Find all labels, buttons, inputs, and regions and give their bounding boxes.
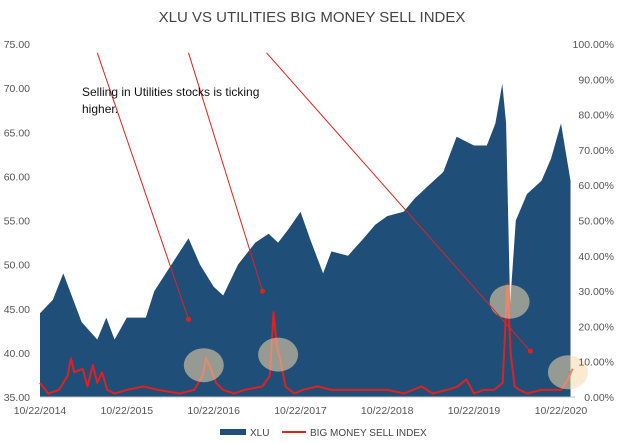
- x-tick-label: 10/22/2015: [101, 405, 154, 417]
- sell-index-line-layer: [39, 283, 574, 395]
- right-tick-label: 100.00%: [573, 39, 614, 51]
- highlight-circle-2: [258, 337, 299, 372]
- left-tick-label: 40.00: [4, 348, 30, 360]
- x-tick-label: 10/22/2018: [361, 405, 414, 417]
- annotation-line: Selling in Utilities stocks is ticking: [82, 85, 259, 99]
- right-tick-label: 60.00%: [578, 180, 614, 192]
- right-tick-label: 90.00%: [578, 74, 614, 86]
- legend-swatch-xlu: [220, 429, 246, 435]
- highlight-circle-1: [183, 348, 224, 383]
- right-tick-label: 10.00%: [578, 357, 614, 369]
- arrow-line-3: [266, 52, 531, 352]
- left-axis: 35.00 40.00 45.00 50.00 55.00 60.00 65.00 70.00…: [4, 39, 30, 404]
- right-tick-label: 80.00%: [578, 110, 614, 122]
- x-tick-label: 10/22/2017: [274, 405, 327, 417]
- left-tick-label: 50.00: [4, 260, 30, 272]
- arrow-head-1: [186, 316, 191, 322]
- highlight-circle-3: [489, 284, 530, 319]
- x-tick-label: 10/22/2016: [187, 405, 240, 417]
- x-tick-label: 10/22/2014: [14, 405, 67, 417]
- x-axis: 10/22/2014 10/22/2015 10/22/2016 10/22/2017…: [14, 396, 588, 417]
- left-tick-label: 55.00: [4, 216, 30, 228]
- highlight-circle-4: [547, 355, 588, 390]
- arrow-line-2: [188, 52, 263, 292]
- arrow-layer: [96, 52, 533, 354]
- right-tick-label: 0.00%: [584, 392, 614, 404]
- left-tick-label: 65.00: [4, 127, 30, 139]
- right-tick-label: 50.00%: [578, 216, 614, 228]
- arrow-head-3: [527, 348, 533, 354]
- arrow-line-1: [96, 52, 189, 320]
- left-tick-label: 45.00: [4, 304, 30, 316]
- arrow-head-2: [260, 288, 265, 294]
- chart-title: XLU VS UTILITIES BIG MONEY SELL INDEX: [159, 9, 466, 26]
- xlu-area: [40, 83, 571, 397]
- highlight-layer: [183, 284, 588, 390]
- annotation-line: higher.: [82, 102, 118, 116]
- left-tick-label: 35.00: [4, 392, 30, 404]
- xlu-area-layer: [40, 83, 571, 397]
- legend: XLU BIG MONEY SELL INDEX: [220, 428, 427, 439]
- right-axis: 0.00% 10.00% 20.00% 30.00% 40.00% 50.00% 60.00…: [573, 39, 614, 404]
- x-tick-label: 10/22/2020: [535, 405, 588, 417]
- right-tick-label: 20.00%: [578, 321, 614, 333]
- right-tick-label: 70.00%: [578, 145, 614, 157]
- sell-index-line: [39, 283, 574, 395]
- left-tick-label: 70.00: [4, 83, 30, 95]
- right-tick-label: 40.00%: [578, 251, 614, 263]
- left-tick-label: 75.00: [4, 39, 30, 51]
- x-tick-label: 10/22/2019: [448, 405, 501, 417]
- annotation-text: Selling in Utilities stocks is ticking hi…: [82, 85, 259, 116]
- right-tick-label: 30.00%: [578, 286, 614, 298]
- legend-label-sell-index: BIG MONEY SELL INDEX: [310, 428, 427, 439]
- left-tick-label: 60.00: [4, 171, 30, 183]
- legend-label-xlu: XLU: [250, 428, 269, 439]
